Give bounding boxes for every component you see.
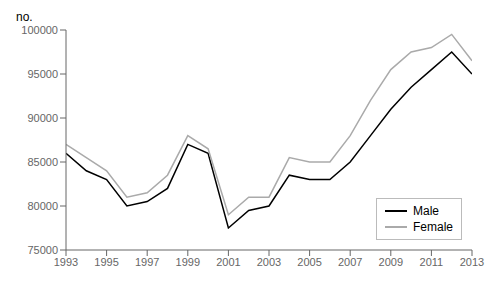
svg-text:2007: 2007 (338, 256, 362, 268)
svg-text:1993: 1993 (54, 256, 78, 268)
svg-text:2011: 2011 (420, 256, 444, 268)
svg-text:100000: 100000 (21, 24, 58, 36)
svg-text:75000: 75000 (27, 244, 58, 256)
svg-text:1995: 1995 (94, 256, 118, 268)
html-text:Female: Female (413, 220, 453, 234)
svg-text:85000: 85000 (27, 156, 58, 168)
svg-text:80000: 80000 (27, 200, 58, 212)
svg-text:2005: 2005 (297, 256, 321, 268)
svg-text:90000: 90000 (27, 112, 58, 124)
svg-text:2001: 2001 (216, 256, 240, 268)
svg-text:1999: 1999 (176, 256, 200, 268)
svg-text:2003: 2003 (257, 256, 281, 268)
html-text:no.: no. (16, 10, 33, 24)
svg-text:95000: 95000 (27, 68, 58, 80)
svg-text:1997: 1997 (135, 256, 159, 268)
svg-text:2013: 2013 (460, 256, 484, 268)
html-text:Male: Male (413, 204, 439, 218)
svg-text:2009: 2009 (379, 256, 403, 268)
